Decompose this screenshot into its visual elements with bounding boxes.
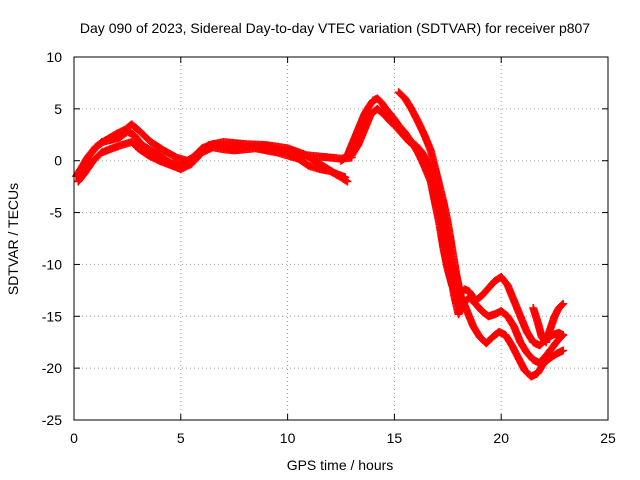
y-tick-label: -25 — [42, 412, 62, 428]
x-tick-label: 0 — [70, 430, 78, 446]
data-marks — [72, 88, 568, 381]
data-point — [558, 331, 567, 340]
y-tick-label: 5 — [54, 101, 62, 117]
y-axis-ticks: -25 -20 -15 -10 -5 0 5 10 — [42, 49, 608, 428]
data-point — [559, 346, 568, 355]
series-7 — [529, 299, 568, 347]
series-2 — [74, 138, 352, 186]
x-tick-label: 15 — [387, 430, 403, 446]
y-axis-label: SDTVAR / TECUs — [5, 183, 21, 295]
y-tick-label: 10 — [46, 49, 62, 65]
chart-title: Day 090 of 2023, Sidereal Day-to-day VTE… — [80, 20, 590, 36]
y-tick-label: 0 — [54, 153, 62, 169]
data-point — [559, 299, 568, 308]
y-tick-label: -20 — [42, 360, 62, 376]
data-point — [343, 177, 352, 186]
x-tick-label: 20 — [493, 430, 509, 446]
x-axis-ticks: 0 5 10 15 20 25 — [70, 57, 616, 446]
x-tick-label: 10 — [280, 430, 296, 446]
y-tick-label: -5 — [50, 205, 63, 221]
data-point — [558, 300, 567, 309]
plot-frame — [73, 56, 609, 421]
series-6 — [394, 88, 568, 381]
y-tick-label: -15 — [42, 308, 62, 324]
x-tick-label: 25 — [600, 430, 616, 446]
series-3 — [76, 120, 350, 182]
data-point — [341, 173, 350, 182]
y-tick-label: -10 — [42, 256, 62, 272]
data-point — [559, 330, 568, 339]
x-axis-label: GPS time / hours — [287, 457, 394, 473]
x-tick-label: 5 — [177, 430, 185, 446]
